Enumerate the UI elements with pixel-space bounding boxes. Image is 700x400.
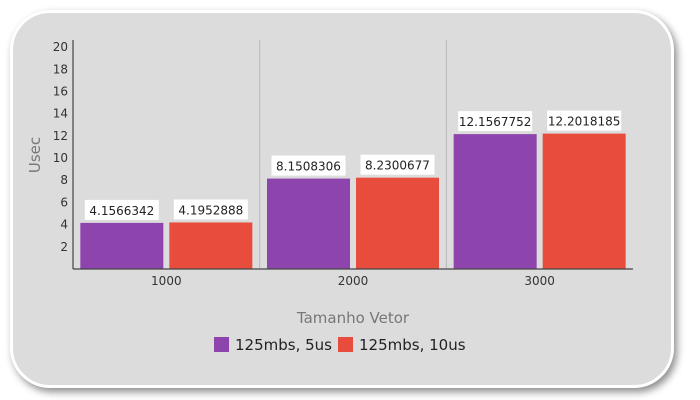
data-labels: 4.1566342 4.1952888 8.1508306 8.2300677 12.1… — [84, 110, 622, 220]
bar — [542, 133, 626, 269]
x-tick-labels: 1000 2000 3000 — [151, 274, 555, 288]
grid-lines — [259, 40, 447, 269]
bar — [453, 134, 537, 269]
y-tick-label: 18 — [53, 62, 68, 76]
data-label: 4.1952888 — [178, 203, 243, 217]
x-tick-label: 3000 — [524, 274, 555, 288]
legend-label: 125mbs, 5us — [235, 336, 332, 354]
y-tick-labels: 2 4 6 8 10 12 14 16 18 20 — [53, 40, 68, 254]
data-label: 8.1508306 — [276, 160, 341, 174]
x-axis-title: Tamanho Vetor — [296, 309, 410, 327]
data-label-box — [271, 155, 346, 176]
data-label: 12.2018185 — [548, 115, 621, 129]
y-tick-label: 16 — [53, 84, 68, 98]
y-tick-label: 20 — [53, 40, 68, 54]
data-label: 12.1567752 — [459, 115, 532, 129]
data-label-box — [360, 154, 435, 175]
bars — [80, 133, 626, 269]
legend-swatch — [338, 337, 353, 352]
y-tick-label: 4 — [60, 218, 68, 232]
legend: 125mbs, 5us 125mbs, 10us — [214, 336, 466, 354]
bar — [80, 222, 164, 269]
bar — [267, 178, 350, 269]
data-label-box — [173, 199, 248, 220]
y-axis-title: Usec — [26, 137, 44, 173]
axes — [72, 40, 633, 270]
x-tick-label: 2000 — [338, 274, 369, 288]
data-label-box — [547, 110, 622, 131]
legend-label: 125mbs, 10us — [359, 336, 466, 354]
legend-swatch — [214, 337, 229, 352]
y-tick-label: 6 — [60, 195, 68, 209]
y-tick-label: 14 — [53, 107, 68, 121]
data-label-box — [84, 199, 159, 220]
y-tick-label: 12 — [53, 129, 68, 143]
y-tick-label: 8 — [60, 173, 68, 187]
y-tick-label: 10 — [53, 151, 68, 165]
x-tick-label: 1000 — [151, 274, 182, 288]
bar — [169, 222, 253, 269]
y-tick-label: 2 — [60, 240, 68, 254]
data-label-box — [458, 111, 533, 132]
data-label: 4.1566342 — [89, 204, 154, 218]
data-label: 8.2300677 — [365, 159, 430, 173]
bar — [356, 177, 439, 269]
